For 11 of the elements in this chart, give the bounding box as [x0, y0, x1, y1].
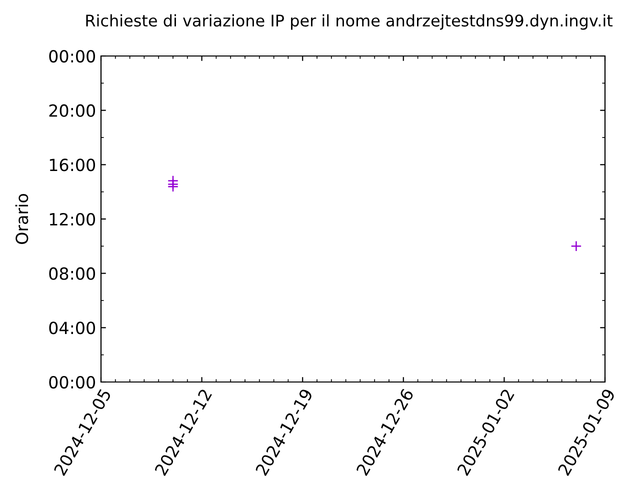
- y-tick-label: 12:00: [50, 212, 96, 226]
- y-axis-title: Orario: [15, 194, 28, 244]
- y-tick-label: 04:00: [49, 322, 96, 334]
- y-tick-label: 08:00: [49, 267, 96, 280]
- y-tick-label: 00:00: [49, 376, 96, 389]
- chart-title: Richieste di variazione IP per il nome andrzejtestdns99.dyn.ingv.it: [86, 14, 613, 30]
- y-tick-label: 20:00: [49, 104, 96, 117]
- y-tick-label: 16:00: [50, 158, 96, 172]
- y-tick-label: 00:00: [49, 50, 96, 63]
- point: [168, 181, 178, 192]
- point: [570, 240, 582, 252]
